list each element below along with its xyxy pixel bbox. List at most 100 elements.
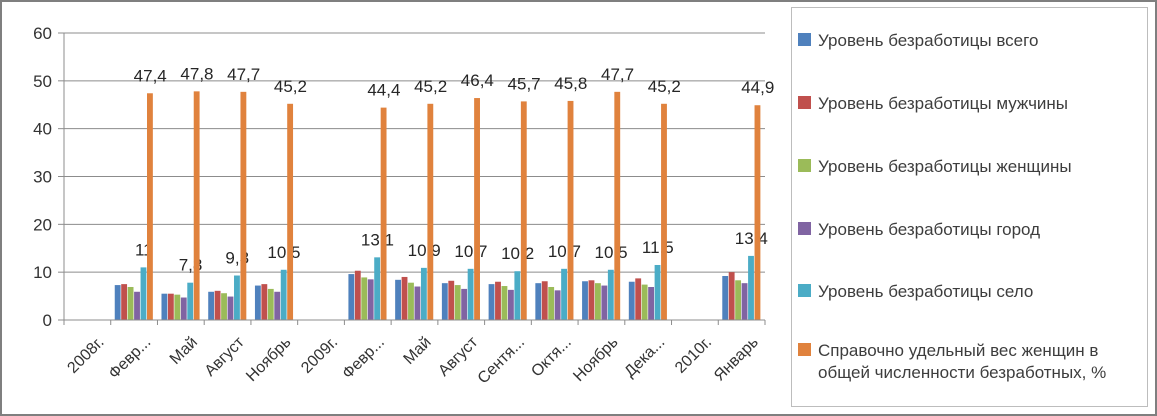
bar (567, 100, 574, 320)
bar (474, 98, 480, 320)
bar (588, 280, 595, 320)
x-tick-label: Ноябрь (570, 334, 621, 385)
bar-data-label: 45,8 (554, 74, 587, 93)
legend-swatch (798, 284, 811, 297)
bar (140, 267, 147, 320)
bar-data-label: 10,7 (454, 242, 487, 261)
bar-data-label: 47,7 (601, 65, 634, 84)
x-tick-label: Май (167, 334, 201, 368)
bar-data-label: 10,5 (267, 243, 300, 262)
legend-item: Уровень безработицы всего (798, 30, 1038, 52)
bar (467, 268, 474, 320)
bar-data-label: 44,4 (367, 81, 400, 100)
bar (661, 103, 667, 320)
bar-data-label: 45,7 (508, 74, 541, 93)
bar (654, 264, 661, 320)
bar (554, 290, 561, 320)
bar (361, 277, 368, 320)
bar (167, 293, 174, 320)
bar (641, 284, 648, 320)
bar-data-label: 47,8 (180, 64, 213, 83)
legend-swatch (798, 33, 811, 46)
y-tick-label: 20 (33, 215, 52, 234)
legend-item: Справочно удельный вес женщин в общей чи… (798, 340, 1118, 384)
x-tick-label: 2010г. (672, 334, 715, 377)
x-tick-label: Январь (711, 334, 762, 385)
bar (614, 91, 621, 321)
x-tick-label: Дека... (621, 334, 668, 381)
bar (628, 281, 635, 320)
bar-data-label: 13,4 (735, 229, 768, 248)
bar (214, 290, 221, 320)
bar (648, 286, 655, 320)
bar-data-label: 45,2 (648, 77, 681, 96)
x-tick-label: 2009г. (298, 334, 341, 377)
legend-swatch (798, 222, 811, 235)
bar (380, 107, 387, 321)
bar (722, 275, 729, 320)
bar (754, 105, 761, 320)
bar (208, 291, 215, 320)
legend-label: Уровень безработицы всего (818, 31, 1039, 50)
bar (367, 279, 374, 320)
bar (274, 291, 281, 320)
x-tick-label: Май (401, 334, 435, 368)
legend-swatch (798, 159, 811, 172)
bar (548, 286, 555, 320)
bar (501, 286, 508, 320)
y-tick-label: 40 (33, 120, 52, 139)
bar (728, 272, 735, 320)
bar (420, 267, 427, 320)
x-tick-label: Февр... (339, 334, 388, 383)
bar (395, 279, 401, 320)
bar-data-label: 45,2 (414, 77, 447, 96)
bar (514, 271, 521, 320)
bar (161, 293, 168, 320)
bar-data-label: 45,2 (274, 77, 307, 96)
bar (454, 285, 461, 320)
legend-swatch (798, 343, 811, 356)
bar-data-label: 10,2 (501, 244, 534, 263)
bar (461, 288, 468, 320)
bar-data-label: 47,4 (134, 66, 167, 85)
legend-label: Справочно удельный вес женщин в общей чи… (818, 341, 1107, 382)
bar (147, 93, 153, 321)
x-tick-label: Ноябрь (243, 334, 294, 385)
legend-item: Уровень безработицы село (798, 281, 1033, 303)
x-tick-label: Август (435, 333, 482, 380)
legend-label: Уровень безработицы мужчины (818, 94, 1069, 113)
y-tick-label: 10 (33, 263, 52, 282)
bar (535, 283, 542, 320)
bar (121, 284, 128, 320)
bar-data-label: 47,7 (227, 65, 260, 84)
x-tick-label: Октя... (528, 334, 575, 381)
bar (254, 285, 261, 320)
bar (261, 284, 268, 320)
bar (488, 284, 495, 320)
bar (582, 281, 588, 320)
legend-item: Уровень безработицы женщины (798, 156, 1072, 178)
bar (267, 288, 274, 320)
legend-label: Уровень безработицы женщины (818, 157, 1072, 176)
bar (561, 268, 567, 320)
bar-data-label: 10,7 (548, 242, 581, 261)
y-tick-label: 30 (33, 168, 52, 187)
bar (408, 282, 414, 320)
bar (240, 91, 247, 321)
bar-data-label: 44,9 (741, 78, 774, 97)
bar (520, 101, 527, 320)
legend-item: Уровень безработицы город (798, 219, 1040, 241)
bar (180, 297, 187, 320)
bar (741, 283, 748, 320)
x-tick-label: Август (202, 333, 249, 380)
bar (448, 280, 455, 320)
bar-data-label: 13,1 (361, 230, 394, 249)
bar (221, 293, 227, 320)
bar-data-label: 10,9 (408, 241, 441, 260)
bar (193, 91, 200, 321)
bar (374, 257, 381, 320)
y-tick-label: 50 (33, 72, 52, 91)
bar (414, 286, 421, 320)
bar-data-label: 11,5 (642, 238, 674, 257)
